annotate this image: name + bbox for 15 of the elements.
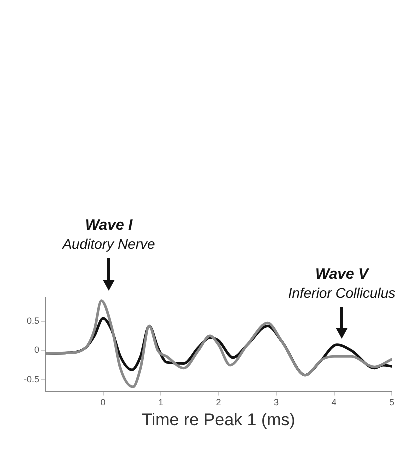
x-tick-label: 3 (274, 398, 280, 408)
line-series (46, 300, 392, 388)
y-tick-label: -0.5 (24, 374, 40, 385)
text: Wave V (315, 266, 369, 283)
x-tick-label: 4 (332, 398, 337, 408)
y-tick-label: 0 (34, 345, 40, 356)
x-tick-label: 1 (158, 398, 164, 408)
x-tick-label: 2 (216, 398, 222, 408)
x-tick-label: 0 (100, 398, 106, 408)
x-axis-title: Time re Peak 1 (ms) (142, 410, 296, 430)
annotation: Inferior Colliculus (288, 285, 396, 301)
text: Wave I (85, 217, 133, 234)
text: Auditory Nerve (62, 236, 156, 252)
x-tick-label: 5 (389, 398, 395, 408)
y-tick-label: 0.5 (26, 316, 40, 326)
